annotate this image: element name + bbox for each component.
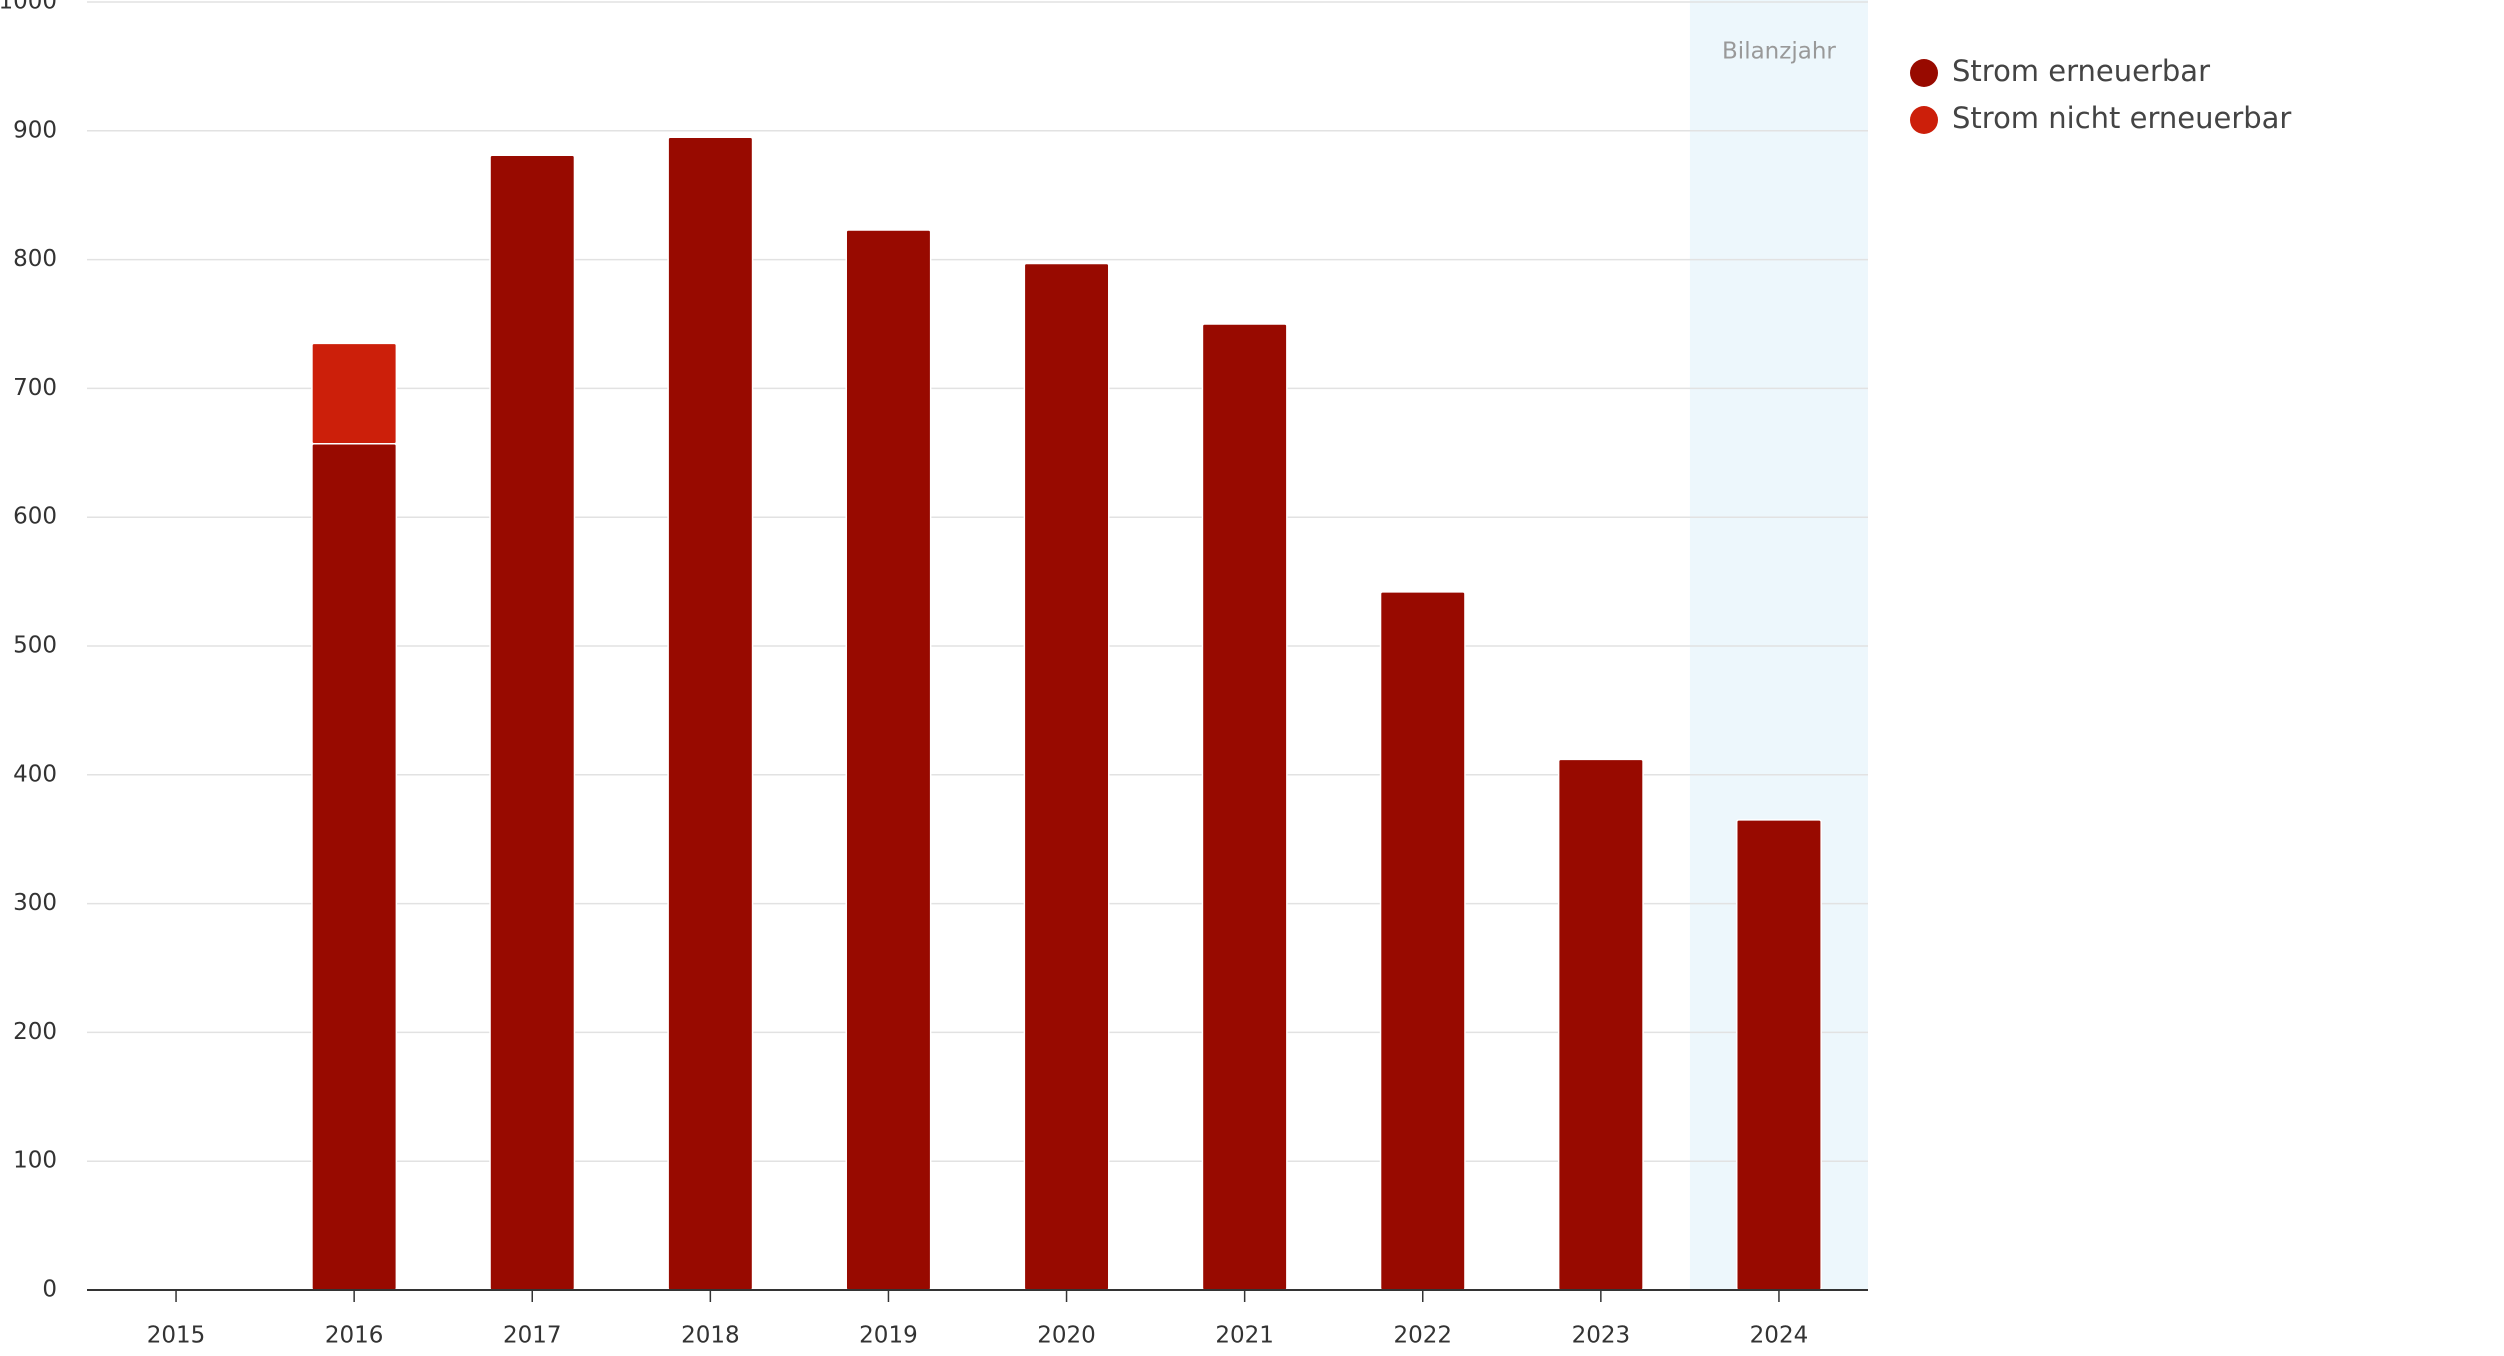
y-tick-label: 300 xyxy=(13,890,57,916)
x-tick-label: 2023 xyxy=(1572,1323,1631,1349)
legend-marker xyxy=(1910,106,1938,134)
y-tick-label: 400 xyxy=(13,761,57,787)
bar-segment xyxy=(311,443,398,1291)
y-tick-label: 200 xyxy=(13,1019,57,1045)
x-tick-label: 2020 xyxy=(1037,1323,1096,1349)
bar-segment xyxy=(311,342,398,445)
y-tick-label: 600 xyxy=(13,504,57,530)
bar-segment xyxy=(1201,323,1288,1291)
x-tick-label: 2019 xyxy=(859,1323,918,1349)
x-tick-label: 2016 xyxy=(325,1323,384,1349)
x-tick-label: 2015 xyxy=(147,1323,206,1349)
legend-marker xyxy=(1910,59,1938,87)
y-tick-label: 1000 xyxy=(0,0,57,15)
x-tick-label: 2017 xyxy=(503,1323,562,1349)
highlight-label: Bilanzjahr xyxy=(1722,39,1836,65)
bar-segment xyxy=(1735,819,1822,1291)
legend-label: Strom nicht erneuerbar xyxy=(1952,101,2291,135)
x-tick-label: 2022 xyxy=(1393,1323,1452,1349)
bar-segment xyxy=(1023,262,1110,1291)
bar-segment xyxy=(489,154,576,1291)
bar-segment xyxy=(1379,591,1466,1291)
y-tick-label: 800 xyxy=(13,246,57,272)
bar-segment xyxy=(845,229,932,1291)
x-tick-label: 2018 xyxy=(681,1323,740,1349)
legend-label: Strom erneuerbar xyxy=(1952,54,2210,88)
bar-segment xyxy=(1557,758,1644,1291)
y-tick-label: 100 xyxy=(13,1148,57,1174)
x-tick-label: 2021 xyxy=(1215,1323,1274,1349)
y-tick-label: 900 xyxy=(13,117,57,143)
bar-segment xyxy=(667,136,754,1291)
x-tick-label: 2024 xyxy=(1750,1323,1809,1349)
y-tick-label: 0 xyxy=(42,1277,57,1303)
y-tick-label: 500 xyxy=(13,633,57,659)
y-tick-label: 700 xyxy=(13,375,57,401)
